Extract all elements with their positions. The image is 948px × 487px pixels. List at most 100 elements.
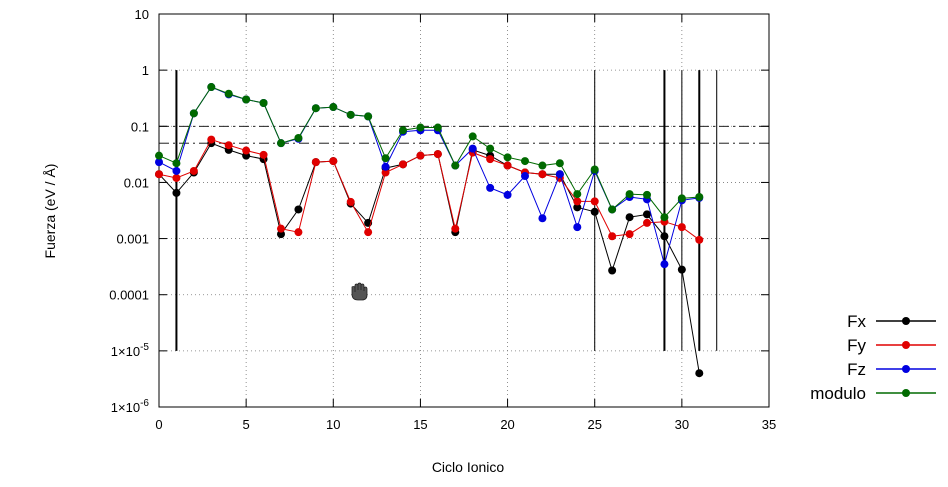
series-modulo bbox=[155, 83, 704, 222]
data-point-fy bbox=[486, 155, 495, 164]
legend-label-fx: Fx bbox=[847, 312, 866, 331]
data-point-fz bbox=[538, 214, 547, 223]
y-tick-label: 1×10-5 bbox=[111, 342, 150, 359]
data-point-fz bbox=[172, 166, 181, 175]
legend-swatch-point-fx bbox=[902, 317, 910, 325]
data-point-modulo bbox=[294, 133, 303, 142]
data-point-modulo bbox=[416, 123, 425, 132]
x-tick-label: 35 bbox=[762, 417, 776, 432]
x-tick-label: 30 bbox=[675, 417, 689, 432]
hand-cursor-icon bbox=[351, 282, 368, 301]
data-point-fz bbox=[486, 183, 495, 192]
data-point-fy bbox=[311, 158, 320, 167]
data-point-modulo bbox=[643, 190, 651, 199]
y-tick-label: 0.1 bbox=[131, 119, 149, 134]
data-point-modulo bbox=[329, 103, 338, 112]
legend: Fx Fy Fz modulo bbox=[810, 312, 936, 403]
data-point-modulo bbox=[677, 194, 686, 203]
data-point-fy bbox=[608, 232, 617, 241]
data-point-modulo bbox=[364, 112, 373, 121]
data-point-fz bbox=[660, 260, 669, 269]
data-point-modulo bbox=[590, 165, 599, 174]
data-point-modulo bbox=[538, 161, 547, 170]
x-axis-label: Ciclo Ionico bbox=[432, 459, 505, 475]
y-tick-label: 1 bbox=[142, 63, 149, 78]
data-point-modulo bbox=[625, 190, 634, 199]
data-point-fy bbox=[155, 170, 163, 179]
y-tick-label: 10 bbox=[135, 7, 149, 22]
data-point-fz bbox=[573, 223, 582, 232]
data-point-fy bbox=[277, 224, 285, 233]
reference-lines bbox=[159, 125, 769, 144]
plot-frame bbox=[158, 13, 770, 408]
series-fx bbox=[155, 139, 704, 378]
data-point-fy bbox=[242, 146, 251, 155]
data-point-modulo bbox=[399, 126, 407, 135]
series-line-fy bbox=[158, 138, 700, 241]
x-tick-label: 10 bbox=[326, 417, 340, 432]
x-tick-label: 20 bbox=[500, 417, 514, 432]
data-point-modulo bbox=[521, 157, 529, 166]
data-point-modulo bbox=[224, 89, 233, 98]
series-group bbox=[155, 83, 704, 378]
x-tick-label: 0 bbox=[155, 417, 162, 432]
data-point-fx bbox=[695, 369, 704, 378]
data-point-fy bbox=[695, 235, 704, 244]
data-point-fy bbox=[503, 161, 512, 170]
x-tick-label: 5 bbox=[243, 417, 250, 432]
legend-swatch-point-fy bbox=[902, 341, 910, 349]
y-axis-label: Fuerza (eV / Å) bbox=[42, 164, 58, 259]
data-point-fy bbox=[294, 228, 303, 237]
data-point-fx bbox=[608, 266, 617, 275]
data-point-fx bbox=[677, 265, 686, 274]
data-point-modulo bbox=[451, 161, 460, 170]
data-point-fz bbox=[155, 158, 163, 167]
data-point-modulo bbox=[486, 144, 495, 153]
data-point-fz bbox=[503, 190, 512, 199]
legend-label-modulo: modulo bbox=[810, 384, 866, 403]
data-point-fy bbox=[538, 170, 547, 179]
data-point-fy bbox=[677, 223, 686, 232]
data-point-fy bbox=[590, 197, 599, 206]
data-point-fy bbox=[224, 141, 233, 150]
data-point-fy bbox=[381, 168, 390, 177]
data-point-modulo bbox=[155, 151, 163, 160]
data-point-modulo bbox=[277, 139, 285, 148]
data-point-fy bbox=[416, 151, 425, 160]
data-point-modulo bbox=[346, 110, 355, 119]
data-point-fz bbox=[381, 162, 390, 171]
data-point-modulo bbox=[608, 205, 617, 214]
data-point-fy bbox=[573, 197, 582, 206]
vertical-markers bbox=[175, 70, 718, 351]
data-point-fy bbox=[346, 197, 355, 206]
series-line-fz bbox=[158, 86, 700, 267]
series-line-modulo bbox=[158, 86, 700, 218]
data-point-fy bbox=[207, 135, 216, 144]
x-axis: 0 5 10 15 20 25 30 35 bbox=[155, 14, 776, 432]
legend-swatch-point-fz bbox=[902, 365, 910, 373]
data-point-modulo bbox=[468, 132, 477, 141]
legend-label-fy: Fy bbox=[847, 336, 866, 355]
data-point-modulo bbox=[555, 159, 564, 168]
legend-swatch-point-modulo bbox=[902, 389, 910, 397]
y-tick-label: 0.01 bbox=[124, 175, 149, 190]
data-point-fz bbox=[521, 172, 529, 181]
data-point-modulo bbox=[311, 104, 320, 113]
series-line-fx bbox=[158, 142, 700, 374]
data-point-modulo bbox=[189, 109, 198, 118]
series-fy bbox=[155, 135, 704, 244]
data-point-modulo bbox=[172, 159, 181, 168]
data-point-fy bbox=[329, 157, 338, 166]
data-point-modulo bbox=[381, 154, 390, 163]
data-point-fy bbox=[643, 218, 651, 227]
data-point-fy bbox=[399, 160, 407, 169]
x-tick-label: 15 bbox=[413, 417, 427, 432]
data-point-fy bbox=[189, 166, 198, 175]
grid bbox=[159, 14, 769, 407]
y-axis: 10 1 0.1 0.01 0.001 0.0001 1×10-5 1×10-6 bbox=[109, 7, 769, 415]
x-tick-label: 25 bbox=[587, 417, 601, 432]
data-point-fy bbox=[172, 173, 181, 182]
data-point-fx bbox=[172, 188, 181, 197]
data-point-fy bbox=[451, 224, 460, 233]
